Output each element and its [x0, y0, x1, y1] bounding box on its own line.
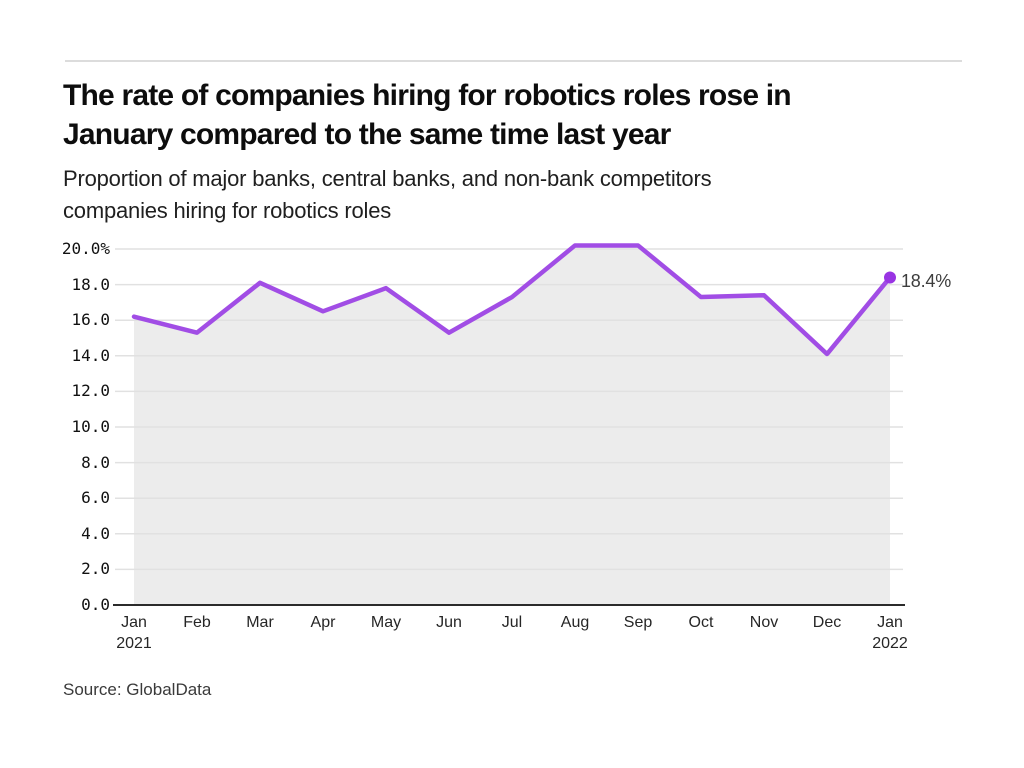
header-divider-rule: [65, 60, 962, 62]
source-attribution: Source: GlobalData: [63, 680, 212, 699]
chart-subtitle: Proportion of major banks, central banks…: [63, 163, 963, 227]
end-point-marker: [884, 271, 896, 284]
page-title-line-2: January compared to the same time last y…: [63, 118, 671, 151]
gridlines: [115, 248, 903, 571]
chart-subtitle-line-1: Proportion of major banks, central banks…: [63, 166, 712, 191]
area-fill: [134, 245, 890, 605]
trend-line: [131, 243, 893, 357]
chart-subtitle-line-2: companies hiring for robotics roles: [63, 198, 392, 223]
page-title-line-1: The rate of companies hiring for robotic…: [63, 79, 792, 112]
page-title: The rate of companies hiring for robotic…: [63, 76, 963, 154]
end-value-label: 18.4%: [901, 271, 952, 291]
